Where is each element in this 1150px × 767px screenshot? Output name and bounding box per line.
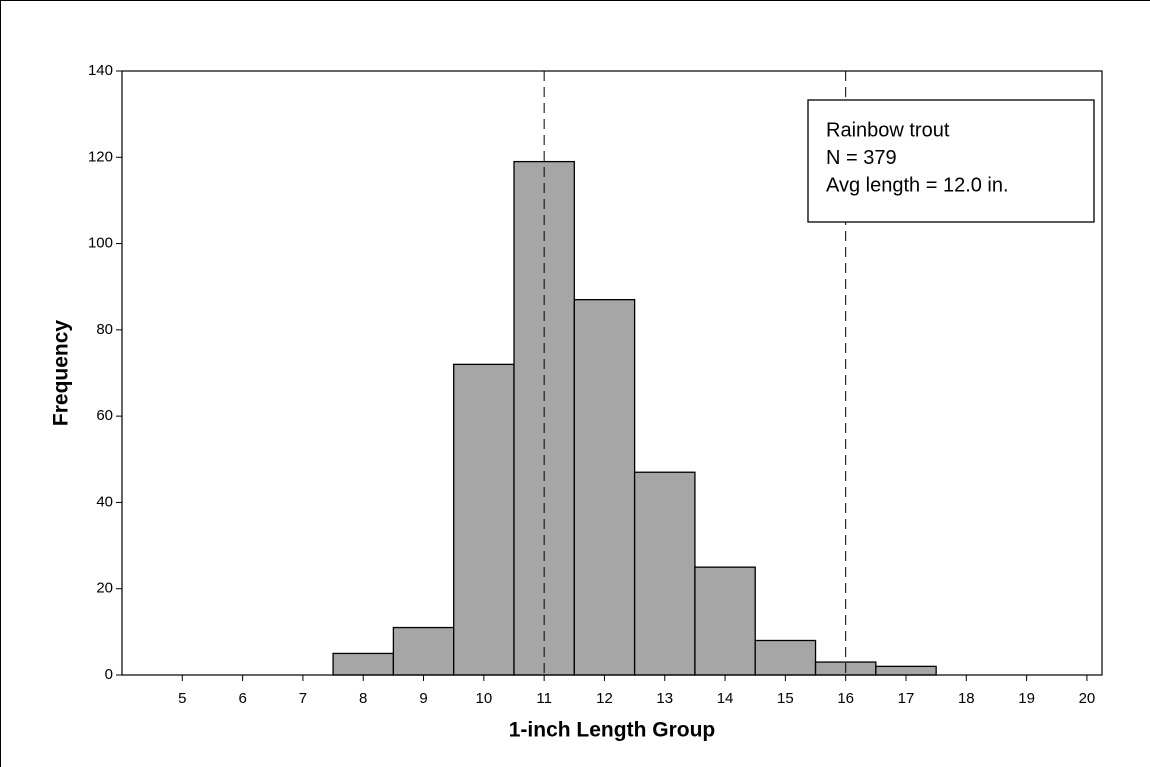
bar <box>633 471 696 676</box>
x-tick-label: 8 <box>359 690 367 707</box>
y-tick-label: 0 <box>105 666 113 683</box>
y-tick-label: 120 <box>88 148 113 165</box>
bar <box>694 566 756 676</box>
x-tick-label: 14 <box>717 690 734 707</box>
x-tick-label: 15 <box>777 690 794 707</box>
x-axis-title: 1-inch Length Group <box>509 719 715 742</box>
x-tick-label: 20 <box>1079 690 1096 707</box>
y-axis-title: Frequency <box>50 320 73 427</box>
x-tick-label: 19 <box>1018 690 1035 707</box>
y-tick-label: 40 <box>96 493 113 510</box>
plot-frame <box>121 70 1103 676</box>
x-tick-label: 12 <box>596 690 613 707</box>
bar <box>453 363 515 676</box>
annotation-text: Avg length = 12.0 in. <box>826 174 1009 196</box>
x-tick-label: 17 <box>898 690 915 707</box>
x-tick-label: 10 <box>476 690 493 707</box>
x-tick-label: 7 <box>299 690 307 707</box>
x-tick-label: 13 <box>656 690 673 707</box>
bar <box>875 665 937 676</box>
x-tick-label: 5 <box>178 690 186 707</box>
x-tick-label: 6 <box>238 690 246 707</box>
y-tick-label: 140 <box>88 62 113 79</box>
bar <box>392 626 455 676</box>
annotation-text: Rainbow trout <box>826 119 950 141</box>
annotation-text: N = 379 <box>826 147 897 169</box>
x-tick-label: 9 <box>419 690 427 707</box>
bar <box>332 652 395 676</box>
x-tick-label: 11 <box>536 690 552 707</box>
annotation-box <box>807 99 1095 223</box>
y-tick-label: 80 <box>96 321 113 338</box>
y-tick-label: 20 <box>96 580 113 597</box>
y-tick-label: 100 <box>88 235 113 252</box>
y-tick-label: 60 <box>96 407 113 424</box>
x-tick-label: 16 <box>837 690 854 707</box>
bar <box>573 299 636 676</box>
bar <box>754 639 817 676</box>
x-tick-label: 18 <box>958 690 975 707</box>
